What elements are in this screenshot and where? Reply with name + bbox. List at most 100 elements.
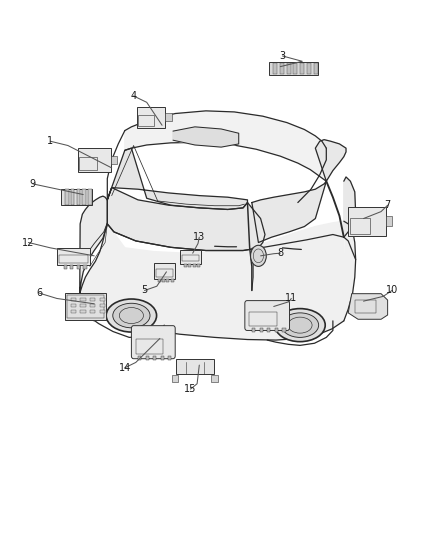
Polygon shape <box>107 188 265 251</box>
Text: 1: 1 <box>47 136 53 146</box>
Bar <box>78 148 110 172</box>
Bar <box>350 218 370 235</box>
Bar <box>273 63 277 74</box>
Bar <box>138 356 141 360</box>
Ellipse shape <box>275 309 325 342</box>
Bar <box>81 298 86 301</box>
Ellipse shape <box>106 299 157 332</box>
Bar <box>61 189 92 205</box>
Text: 11: 11 <box>285 294 297 303</box>
Bar <box>269 61 318 75</box>
Polygon shape <box>80 219 356 340</box>
Text: 4: 4 <box>131 91 137 101</box>
Bar <box>170 279 173 282</box>
Bar <box>57 248 90 265</box>
Text: 5: 5 <box>141 286 148 295</box>
Polygon shape <box>80 196 107 298</box>
FancyBboxPatch shape <box>131 326 175 359</box>
Bar <box>110 156 117 164</box>
Text: 13: 13 <box>193 232 205 242</box>
Bar <box>252 328 255 332</box>
Text: 7: 7 <box>385 200 391 210</box>
Bar <box>348 207 385 236</box>
Bar <box>138 115 154 126</box>
Bar <box>64 265 67 269</box>
Bar <box>67 295 104 318</box>
Polygon shape <box>252 181 326 243</box>
Bar <box>146 356 149 360</box>
Bar <box>60 255 88 263</box>
Bar <box>71 189 74 205</box>
Bar <box>90 304 95 308</box>
Polygon shape <box>173 127 239 147</box>
Bar <box>300 63 304 74</box>
Bar <box>99 298 105 301</box>
Bar <box>166 279 170 282</box>
Bar <box>188 263 191 267</box>
Bar <box>83 265 87 269</box>
Bar <box>156 269 173 277</box>
Text: 15: 15 <box>184 384 197 394</box>
Bar <box>81 304 86 308</box>
Bar <box>161 356 164 360</box>
Bar <box>153 356 156 360</box>
Polygon shape <box>348 294 388 319</box>
Bar <box>184 263 187 267</box>
Bar <box>90 298 95 301</box>
Bar <box>307 63 311 74</box>
Bar <box>65 189 68 205</box>
Bar <box>293 63 297 74</box>
Bar <box>182 255 199 261</box>
Bar <box>71 298 76 301</box>
Bar <box>71 265 74 269</box>
Ellipse shape <box>113 303 150 328</box>
Bar <box>77 189 80 205</box>
Text: 8: 8 <box>277 248 283 258</box>
Bar <box>77 265 80 269</box>
Bar <box>162 279 165 282</box>
Bar <box>154 263 175 279</box>
Bar <box>267 328 270 332</box>
FancyBboxPatch shape <box>245 301 290 330</box>
Bar <box>355 300 376 313</box>
Text: 12: 12 <box>22 238 35 247</box>
Bar <box>176 359 214 374</box>
Bar <box>71 310 76 313</box>
Bar <box>314 63 318 74</box>
Bar <box>249 312 277 326</box>
Text: 9: 9 <box>30 179 36 189</box>
Bar <box>197 263 200 267</box>
Bar <box>165 114 172 121</box>
Bar <box>79 157 97 171</box>
Polygon shape <box>125 111 326 181</box>
Text: 6: 6 <box>36 288 42 298</box>
Bar <box>260 328 263 332</box>
Bar <box>90 310 95 313</box>
Bar <box>136 338 163 354</box>
Bar <box>81 310 86 313</box>
Bar <box>275 328 278 332</box>
Ellipse shape <box>251 245 266 266</box>
Bar <box>158 279 161 282</box>
Bar <box>283 328 286 332</box>
Text: 3: 3 <box>279 51 286 61</box>
Bar <box>137 107 166 128</box>
Bar <box>88 189 92 205</box>
Bar <box>82 189 86 205</box>
Bar <box>385 216 392 227</box>
Polygon shape <box>315 140 346 181</box>
Bar <box>71 304 76 308</box>
Bar <box>193 263 196 267</box>
Text: 10: 10 <box>386 286 398 295</box>
Polygon shape <box>344 177 356 237</box>
Ellipse shape <box>281 313 319 337</box>
Bar <box>280 63 284 74</box>
Bar <box>99 304 105 308</box>
Bar <box>180 250 201 263</box>
Bar <box>172 375 179 382</box>
Polygon shape <box>107 148 247 209</box>
Bar <box>287 63 291 74</box>
Bar <box>65 293 106 320</box>
Bar <box>99 310 105 313</box>
Bar <box>211 375 218 382</box>
